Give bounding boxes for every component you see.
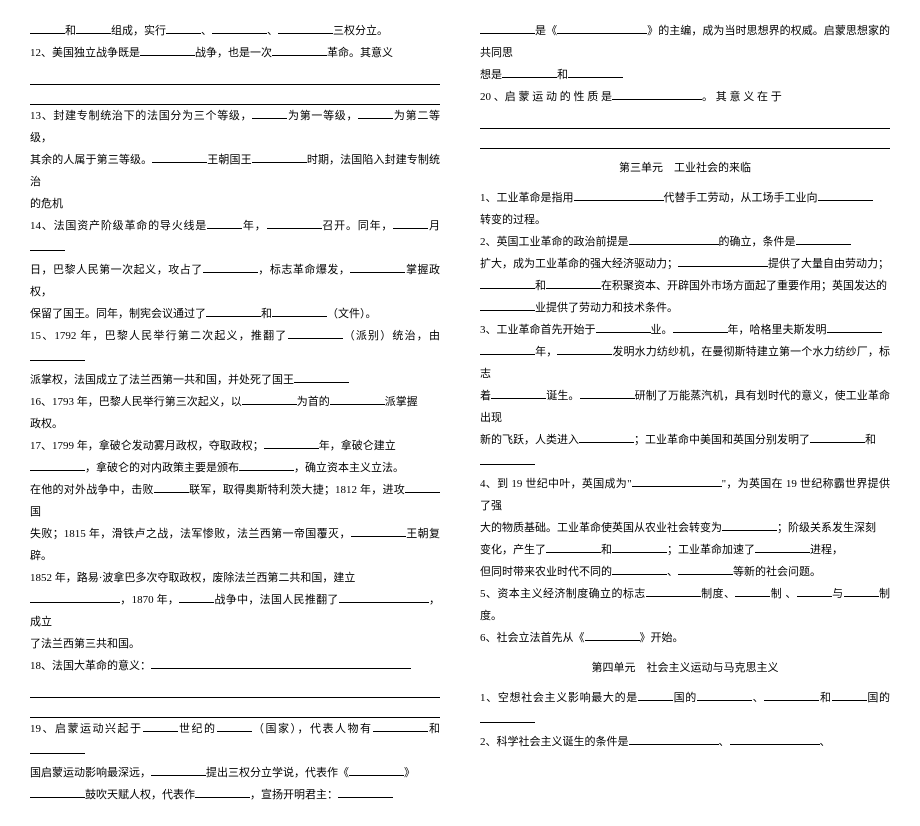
- text-line: ，1870 年，战争中，法国人民推翻了，成立: [30, 589, 440, 633]
- text-line: 政权。: [30, 413, 440, 435]
- text-line: 15、1792 年，巴黎人民举行第二次起义，推翻了（派别）统治，由: [30, 325, 440, 369]
- text-line: 的危机: [30, 193, 440, 215]
- text-line: 在他的对外战争中，击败联军，取得奥斯特利茨大捷；1812 年，进攻国: [30, 479, 440, 523]
- text-line: 保留了国王。同年，制宪会议通过了和（文件）。: [30, 303, 440, 325]
- blank-line: [30, 66, 440, 85]
- text-line: 大的物质基础。工业革命使英国从农业社会转变为；阶级关系发生深刻: [480, 517, 890, 539]
- text-line: 2、科学社会主义诞生的条件是、、: [480, 731, 890, 753]
- text-line: 转变的过程。: [480, 209, 890, 231]
- text-line: 2、英国工业革命的政治前提是的确立，条件是: [480, 231, 890, 253]
- text-line: 19、启蒙运动兴起于世纪的（国家），代表人物有和: [30, 718, 440, 762]
- text-line: 1852 年，路易·波拿巴多次夺取政权，废除法兰西第二共和国，建立: [30, 567, 440, 589]
- text-line: 日，巴黎人民第一次起义，攻占了，标志革命爆发，掌握政权，: [30, 259, 440, 303]
- blank-line: [30, 679, 440, 698]
- left-column: 和组成，实行、、三权分立。 12、美国独立战争既是战争，也是一次革命。其意义 1…: [30, 20, 440, 806]
- text-line: 年，发明水力纺纱机，在曼彻斯特建立第一个水力纺纱厂，标志: [480, 341, 890, 385]
- text-line: 国启蒙运动影响最深远，提出三权分立学说，代表作《》: [30, 762, 440, 784]
- text-line: 想是和: [480, 64, 890, 86]
- unit3-title: 第三单元 工业社会的来临: [480, 157, 890, 179]
- unit4-title: 第四单元 社会主义运动与马克思主义: [480, 657, 890, 679]
- text-line: 1、空想社会主义影响最大的是国的、和国的: [480, 687, 890, 731]
- text-line: 12、美国独立战争既是战争，也是一次革命。其意义: [30, 42, 440, 64]
- text-line: 扩大，成为工业革命的强大经济驱动力；提供了大量自由劳动力；: [480, 253, 890, 275]
- text-line: 其余的人属于第三等级。王朝国王时期，法国陷入封建专制统治: [30, 149, 440, 193]
- text-line: 业提供了劳动力和技术条件。: [480, 297, 890, 319]
- text-line: 17、1799 年，拿破仑发动雾月政权，夺取政权；年，拿破仑建立: [30, 435, 440, 457]
- text-line: 16、1793 年，巴黎人民举行第三次起义，以为首的派掌握: [30, 391, 440, 413]
- text-line: 5、资本主义经济制度确立的标志制度、制 、与制度。: [480, 583, 890, 627]
- blank-line: [30, 700, 440, 719]
- text-line: 派掌权，法国成立了法兰西第一共和国，并处死了国王: [30, 369, 440, 391]
- blank-line: [480, 131, 890, 150]
- text-line: ，拿破仑的对内政策主要是颁布，确立资本主义立法。: [30, 457, 440, 479]
- text-line: 13、封建专制统治下的法国分为三个等级，为第一等级，为第二等级，: [30, 105, 440, 149]
- text-line: 失败；1815 年，滑铁卢之战，法军惨败，法兰西第一帝国覆灭，王朝复辟。: [30, 523, 440, 567]
- text-line: 和组成，实行、、三权分立。: [30, 20, 440, 42]
- text-line: 1、工业革命是指用代替手工劳动，从工场手工业向: [480, 187, 890, 209]
- blank-line: [30, 87, 440, 106]
- blank-line: [480, 110, 890, 129]
- text-line: 着诞生。研制了万能蒸汽机，具有划时代的意义，使工业革命出现: [480, 385, 890, 429]
- text-line: 了法兰西第三共和国。: [30, 633, 440, 655]
- text-line: 18、法国大革命的意义：: [30, 655, 440, 677]
- text-line: 4、到 19 世纪中叶，英国成为""，为英国在 19 世纪称霸世界提供了强: [480, 473, 890, 517]
- right-column: 是《》的主编，成为当时思想界的权威。启蒙思想家的共同思 想是和 20 、启 蒙 …: [480, 20, 890, 806]
- text-line: 新的飞跃，人类进入；工业革命中美国和英国分别发明了和: [480, 429, 890, 451]
- text-line: 20 、启 蒙 运 动 的 性 质 是。 其 意 义 在 于: [480, 86, 890, 108]
- text-line: 14、法国资产阶级革命的导火线是年，召开。同年，月: [30, 215, 440, 259]
- text-line: 但同时带来农业时代不同的、等新的社会问题。: [480, 561, 890, 583]
- text-line: 鼓吹天赋人权，代表作，宣扬开明君主：: [30, 784, 440, 806]
- text-line: 和在积聚资本、开辟国外市场方面起了重要作用；英国发达的: [480, 275, 890, 297]
- text-line: 3、工业革命首先开始于业。年，哈格里夫斯发明: [480, 319, 890, 341]
- text-line: 是《》的主编，成为当时思想界的权威。启蒙思想家的共同思: [480, 20, 890, 64]
- text-line: [480, 451, 890, 473]
- text-line: 6、社会立法首先从《》开始。: [480, 627, 890, 649]
- text-line: 变化，产生了和；工业革命加速了进程，: [480, 539, 890, 561]
